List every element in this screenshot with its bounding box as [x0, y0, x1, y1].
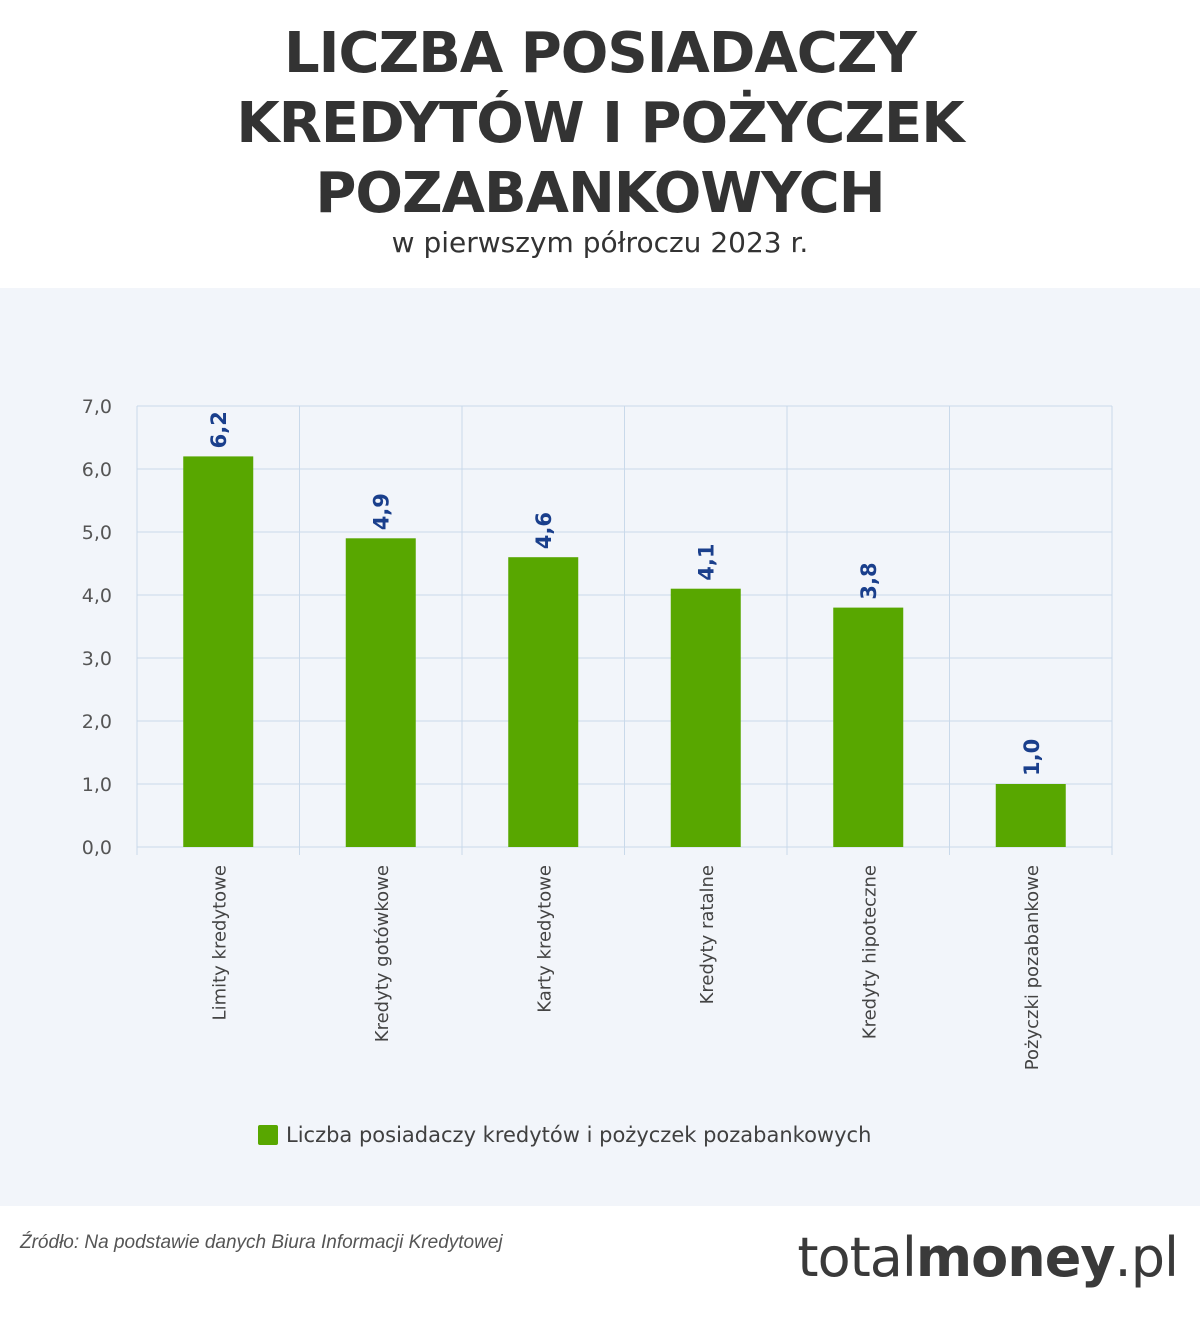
title-line-2: KREDYTÓW I POŻYCZEK [236, 91, 964, 156]
legend-label: Liczba posiadaczy kredytów i pożyczek po… [286, 1123, 872, 1147]
data-label: 6,2 [207, 411, 231, 448]
y-tick-label: 7,0 [82, 396, 112, 418]
legend-swatch [258, 1125, 278, 1145]
legend: Liczba posiadaczy kredytów i pożyczek po… [258, 1120, 871, 1150]
y-tick-label: 3,0 [82, 648, 112, 670]
source-note: Źródło: Na podstawie danych Biura Inform… [20, 1232, 503, 1253]
brand-light: total [797, 1226, 916, 1289]
x-tick-label: Kredyty ratalne [697, 865, 718, 1004]
y-tick-label: 5,0 [82, 522, 112, 544]
brand-logo: totalmoney.pl [797, 1226, 1179, 1289]
x-tick-label: Karty kredytowe [534, 865, 555, 1013]
y-tick-label: 4,0 [82, 585, 112, 607]
bar-chart: 0,0 1,0 2,0 3,0 4,0 5,0 6,0 7,0 6,2 Limity kredyt… [82, 396, 1113, 1070]
brand-bold: money [915, 1226, 1116, 1289]
data-label: 1,0 [1020, 739, 1044, 776]
brand-tld: .pl [1114, 1226, 1179, 1289]
chart-title: LICZBA POSIADACZY KREDYTÓW I POŻYCZEK PO… [0, 19, 1200, 229]
title-line-1: LICZBA POSIADACZY [284, 21, 917, 86]
x-tick-label: Kredyty hipoteczne [859, 865, 880, 1039]
bar [345, 538, 416, 847]
title-line-3: POZABANKOWYCH [315, 161, 885, 226]
y-tick-label: 2,0 [82, 711, 112, 733]
x-tick-label: Limity kredytowe [209, 865, 230, 1020]
header: LICZBA POSIADACZY KREDYTÓW I POŻYCZEK PO… [0, 0, 1200, 288]
bar [670, 588, 741, 847]
bar [833, 607, 904, 847]
chart-subtitle: w pierwszym półroczu 2023 r. [391, 226, 809, 259]
x-tick-label: Kredyty gotówkowe [372, 865, 393, 1042]
bar [508, 557, 579, 847]
y-tick-label: 1,0 [82, 774, 112, 796]
data-label: 4,1 [695, 543, 719, 580]
data-label: 3,8 [857, 562, 881, 599]
bar [995, 784, 1066, 847]
y-tick-label: 6,0 [82, 459, 112, 481]
data-label: 4,6 [532, 512, 556, 549]
bar [183, 456, 254, 847]
y-tick-label: 0,0 [82, 837, 112, 859]
data-label: 4,9 [370, 493, 394, 530]
x-tick-label: Pożyczki pozabankowe [1022, 865, 1043, 1070]
